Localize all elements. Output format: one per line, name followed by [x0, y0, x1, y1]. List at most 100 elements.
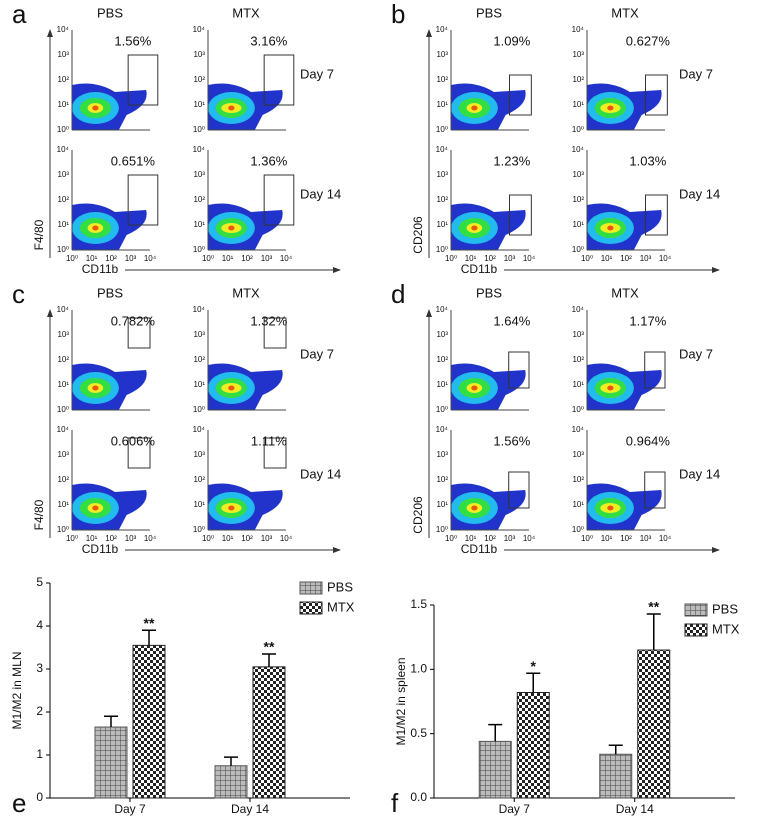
y-tick-label: 1 [36, 747, 43, 761]
y-tick-label: 10¹ [57, 220, 69, 229]
x-tick-label: 10² [241, 534, 253, 543]
y-tick-label: 10¹ [193, 220, 205, 229]
significance: ** [264, 639, 275, 655]
flow-panel: a PBS10⁰10¹10²10³10⁴1.56%10⁰10⁰10¹10¹10²1… [12, 0, 341, 276]
error-bar [224, 756, 238, 766]
y-tick-label: 10² [436, 475, 448, 484]
day-label: Day 14 [679, 466, 720, 481]
day-label: Day 14 [300, 466, 341, 481]
bar [132, 644, 166, 799]
significance: ** [648, 599, 659, 615]
x-tick-label: 10³ [504, 254, 516, 263]
column-label: PBS [476, 5, 502, 20]
x-tick-label: 10² [620, 534, 632, 543]
y-tick-label: 10⁴ [193, 305, 206, 314]
x-tick-label: 10¹ [86, 534, 98, 543]
y-tick-label: 10¹ [436, 380, 448, 389]
x-tick-label: Day 7 [114, 802, 146, 816]
y-tick-label: 10² [572, 75, 584, 84]
panel-letter: b [391, 0, 405, 29]
x-axis-label: CD11b [82, 542, 119, 556]
y-tick-label: 10¹ [572, 500, 584, 509]
density-peak [228, 385, 235, 391]
y-tick-label: 10³ [436, 170, 448, 179]
y-tick-label: 0 [36, 790, 43, 804]
x-tick-label: 10³ [504, 534, 516, 543]
y-tick-label: 10¹ [57, 500, 69, 509]
gate-percentage: 1.36% [250, 153, 287, 168]
x-tick-label: 10⁴ [280, 534, 293, 543]
y-axis-label: F4/80 [32, 219, 46, 250]
gate-percentage: 0.627% [626, 33, 671, 48]
x-tick-label: 10¹ [601, 254, 613, 263]
x-tick-label: 10² [620, 254, 632, 263]
y-tick-label: 10³ [193, 170, 205, 179]
y-tick-label: 1.5 [410, 597, 427, 611]
density-peak [228, 505, 235, 511]
column-label: MTX [611, 285, 639, 300]
x-tick-label: 10⁴ [144, 534, 157, 543]
gate-percentage: 0.651% [111, 153, 156, 168]
y-tick-label: 10² [193, 195, 205, 204]
gate [645, 194, 668, 236]
gate [263, 54, 295, 106]
x-axis-label: CD11b [82, 262, 119, 276]
y-tick-label: 10¹ [57, 380, 69, 389]
y-tick-label: 10¹ [572, 380, 584, 389]
y-tick-label: 10³ [57, 50, 69, 59]
x-tick-label: 10¹ [601, 534, 613, 543]
y-tick-label: 10³ [57, 450, 69, 459]
y-tick-label: 10⁴ [193, 25, 206, 34]
y-tick-label: 10¹ [572, 100, 584, 109]
y-tick-label: 10³ [57, 330, 69, 339]
bar [94, 726, 128, 799]
y-tick-label: 10² [57, 75, 69, 84]
y-tick-label: 10¹ [57, 100, 69, 109]
flow-panel: d PBS10⁰10¹10²10³10⁴1.64%10⁰10⁰10¹10¹10²1… [391, 279, 720, 556]
y-tick-label: 4 [36, 618, 43, 632]
density-peak [471, 105, 478, 111]
y-tick-label: 10⁰ [57, 245, 69, 254]
density-peak [92, 505, 99, 511]
gate [263, 174, 295, 226]
y-tick-label: 10² [57, 355, 69, 364]
legend-swatch [299, 601, 323, 615]
density-peak [92, 385, 99, 391]
y-tick-label: 10⁰ [572, 525, 584, 534]
x-tick-label: Day 14 [231, 802, 269, 816]
bar [214, 765, 248, 799]
x-tick-label: 10⁰ [202, 534, 214, 543]
x-tick-label: 10⁴ [280, 254, 293, 263]
y-tick-label: 10⁴ [193, 145, 206, 154]
y-tick-label: 10⁴ [572, 145, 585, 154]
x-tick-label: 10² [241, 254, 253, 263]
density-peak [471, 505, 478, 511]
x-tick-label: 10⁴ [659, 534, 672, 543]
gate-percentage: 0.964% [626, 433, 671, 448]
y-tick-label: 10² [436, 355, 448, 364]
y-tick-label: 10⁴ [57, 305, 70, 314]
y-tick-label: 5 [36, 575, 43, 589]
y-tick-label: 10² [57, 195, 69, 204]
x-tick-label: 10⁰ [581, 254, 593, 263]
gate [263, 317, 287, 349]
bar [637, 649, 671, 799]
panel-letter: e [12, 788, 26, 818]
x-tick-label: 10⁴ [144, 254, 157, 263]
bar-chart: e M1/M2 in MLN 0 1 2 3 4 5 Day 7 ** Day 14 ** PBS MTX [10, 575, 355, 818]
y-tick-label: 10² [572, 355, 584, 364]
x-tick-label: 10⁰ [445, 534, 457, 543]
y-tick-label: 10⁰ [193, 525, 205, 534]
y-tick-label: 10² [193, 475, 205, 484]
x-tick-label: 10⁰ [581, 534, 593, 543]
y-tick-label: 10⁰ [193, 245, 205, 254]
legend-swatch [684, 603, 708, 617]
y-tick-label: 10³ [57, 170, 69, 179]
x-tick-label: 10² [105, 254, 117, 263]
x-tick-label: 10³ [640, 254, 652, 263]
x-tick-label: 10¹ [222, 254, 234, 263]
x-tick-label: 10⁴ [523, 254, 536, 263]
y-tick-label: 2 [36, 704, 43, 718]
y-tick-label: 10⁰ [193, 405, 205, 414]
